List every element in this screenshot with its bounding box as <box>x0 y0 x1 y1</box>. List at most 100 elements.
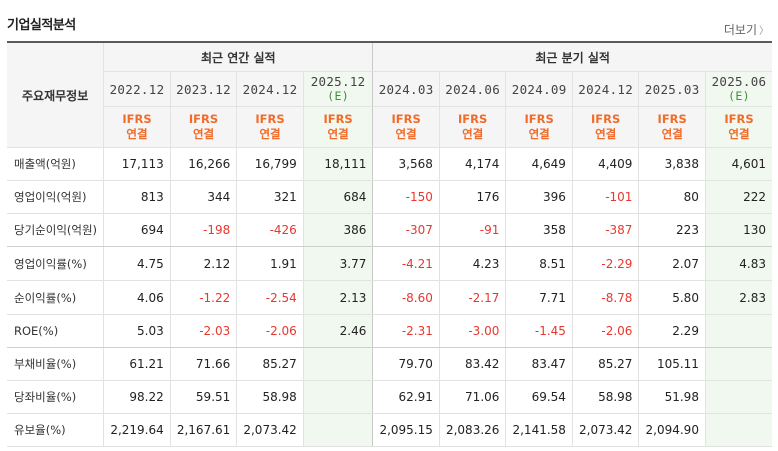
table-cell: 4.23 <box>439 246 507 281</box>
period-label: 2025.06 <box>711 74 767 89</box>
table-cell: 813 <box>103 180 171 214</box>
table-cell: 2,095.15 <box>372 413 440 447</box>
table-cell: 58.98 <box>572 380 640 414</box>
table-cell: -2.54 <box>236 280 304 315</box>
ifrs-header: IFRS 연결 <box>303 106 374 148</box>
ifrs-label: IFRS <box>188 112 219 126</box>
table-cell: -2.06 <box>236 314 304 348</box>
period-header: 2022.12 <box>103 71 171 107</box>
table-cell: 2,083.26 <box>439 413 507 447</box>
period-header: 2025.12 (E) <box>303 71 374 107</box>
quarter-group-header: 최근 분기 실적 <box>372 42 772 72</box>
table-cell: 79.70 <box>372 347 440 381</box>
table-cell: -3.00 <box>439 314 507 348</box>
estimate-mark: (E) <box>728 89 750 103</box>
period-label: 2024.09 <box>511 81 567 97</box>
table-cell <box>705 380 772 414</box>
period-label: 2024.12 <box>242 81 298 97</box>
table-cell: 98.22 <box>103 380 171 414</box>
more-link[interactable]: 더보기 〉 <box>724 21 769 38</box>
table-cell: 8.51 <box>505 246 573 281</box>
more-label[interactable]: 더보기 <box>723 23 757 37</box>
table-cell: 684 <box>303 180 374 214</box>
table-cell: 83.42 <box>439 347 507 381</box>
consolidated-label: 연결 <box>595 127 617 141</box>
table-cell: 358 <box>505 213 573 247</box>
consolidated-label: 연결 <box>462 127 484 141</box>
table-cell: -387 <box>572 213 640 247</box>
table-cell: 2.83 <box>705 280 772 315</box>
table-cell <box>303 347 374 381</box>
table-cell: -198 <box>170 213 238 247</box>
table-cell <box>705 347 772 381</box>
table-cell: 2.12 <box>170 246 238 281</box>
ifrs-header: IFRS 연결 <box>236 106 304 148</box>
table-cell: 17,113 <box>103 147 171 181</box>
period-header: 2023.12 <box>170 71 238 107</box>
table-cell: -2.06 <box>572 314 640 348</box>
period-header: 2024.12 <box>236 71 304 107</box>
table-cell: 7.71 <box>505 280 573 315</box>
table-cell: -2.03 <box>170 314 238 348</box>
table-cell: 62.91 <box>372 380 440 414</box>
table-cell: -2.17 <box>439 280 507 315</box>
table-cell: 59.51 <box>170 380 238 414</box>
table-cell: 71.66 <box>170 347 238 381</box>
table-cell: 694 <box>103 213 171 247</box>
table-cell: 83.47 <box>505 347 573 381</box>
table-cell: 176 <box>439 180 507 214</box>
period-header: 2024.03 <box>372 71 440 107</box>
table-cell: -2.31 <box>372 314 440 348</box>
ifrs-label: IFRS <box>122 112 152 126</box>
ifrs-header: IFRS 연결 <box>439 106 507 148</box>
period-label: 2024.06 <box>445 81 501 97</box>
ifrs-header: IFRS 연결 <box>705 106 772 148</box>
chevron-right-icon: 〉 <box>759 26 769 37</box>
table-cell: 58.98 <box>236 380 304 414</box>
table-row: 유보율(%) 2,219.64 2,167.61 2,073.42 2,095.15 2,… <box>7 413 772 447</box>
table-row: 영업이익률(%) 4.75 2.12 1.91 3.77 -4.21 4.23 8.51 -2.… <box>7 246 772 281</box>
ifrs-label: IFRS <box>724 112 754 126</box>
table-cell: 222 <box>705 180 772 214</box>
period-header: 2024.06 <box>439 71 507 107</box>
table-cell: -2.29 <box>572 246 640 281</box>
table-cell: -101 <box>572 180 640 214</box>
table-cell: 321 <box>236 180 304 214</box>
period-label: 2025.12 <box>310 74 366 89</box>
header-group-row: 주요재무정보 최근 연간 실적 최근 분기 실적 <box>7 42 772 148</box>
header-period-row: 2022.12 2023.12 2024.12 2025.12 (E) 2024.03 20… <box>7 71 772 107</box>
table-cell: 130 <box>705 213 772 247</box>
financial-table: 주요재무정보 최근 연간 실적 최근 분기 실적 2022.12 2023.12 2024… <box>7 41 772 447</box>
table-cell: 2,073.42 <box>236 413 304 447</box>
table-cell: 85.27 <box>236 347 304 381</box>
row-header-label: 주요재무정보 <box>7 42 105 148</box>
table-cell: 4,409 <box>572 147 640 181</box>
table-cell: 2.46 <box>303 314 374 348</box>
table-cell: 223 <box>638 213 706 247</box>
period-label: 2024.12 <box>578 81 634 97</box>
table-cell: -4.21 <box>372 246 440 281</box>
annual-group-header: 최근 연간 실적 <box>103 42 374 72</box>
period-label: 2024.03 <box>378 81 434 97</box>
table-cell: 3,838 <box>638 147 706 181</box>
table-cell: 2,073.42 <box>572 413 640 447</box>
table-cell: 69.54 <box>505 380 573 414</box>
ifrs-label: IFRS <box>323 112 353 126</box>
ifrs-label: IFRS <box>391 112 421 126</box>
consolidated-label: 연결 <box>259 127 281 141</box>
table-cell: 3,568 <box>372 147 440 181</box>
row-label: 유보율(%) <box>7 413 105 447</box>
table-row: 당기순이익(억원) 694 -198 -426 386 -307 -91 358 -387 223… <box>7 213 772 247</box>
ifrs-header: IFRS 연결 <box>103 106 171 148</box>
ifrs-header: IFRS 연결 <box>638 106 706 148</box>
table-cell: 71.06 <box>439 380 507 414</box>
table-cell: -426 <box>236 213 304 247</box>
table-cell: 5.03 <box>103 314 171 348</box>
table-cell: 2,094.90 <box>638 413 706 447</box>
table-cell: 61.21 <box>103 347 171 381</box>
table-cell: 85.27 <box>572 347 640 381</box>
estimate-mark: (E) <box>327 89 349 103</box>
table-cell <box>705 413 772 447</box>
row-label: 영업이익(억원) <box>7 180 105 214</box>
table-cell: 51.98 <box>638 380 706 414</box>
